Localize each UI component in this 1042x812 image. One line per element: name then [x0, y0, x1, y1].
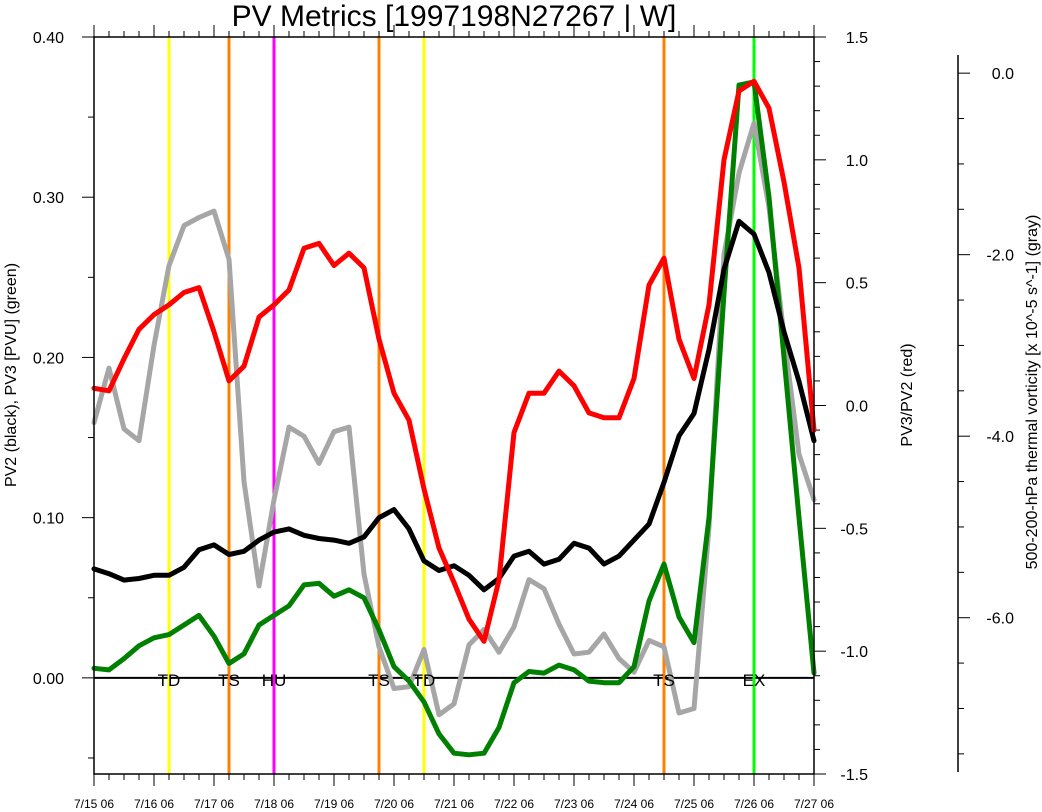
x-tick-label: 7/27 06: [794, 797, 834, 811]
right-tick-label: 0.0: [846, 399, 868, 416]
x-tick-label: 7/17 06: [194, 797, 234, 811]
left-axis-label: PV2 (black), PV3 [PVU] (green): [3, 263, 20, 487]
right-tick-label: 1.5: [846, 30, 868, 47]
x-tick-label: 7/15 06: [74, 797, 114, 811]
x-tick-label: 7/23 06: [554, 797, 594, 811]
far-right-y-axis: 0.0 -2.0 -4.0 -6.0: [957, 55, 1014, 772]
series-line-pv3-pv2: [91, 78, 817, 644]
far-right-tick-label: -6.0: [986, 611, 1014, 628]
right-tick-label: -1.5: [840, 767, 868, 784]
far-right-tick-label: 0.0: [992, 66, 1014, 83]
x-tick-label: 7/18 06: [254, 797, 294, 811]
event-label-td: TD: [413, 671, 436, 690]
x-tick-label: 7/26 06: [734, 797, 774, 811]
x-tick-label: 7/21 06: [434, 797, 474, 811]
x-tick-label: 7/20 06: [374, 797, 414, 811]
left-tick-label: 0.40: [33, 30, 64, 47]
series-line-thermal-vorticity: [91, 120, 817, 718]
left-tick-label: 0.00: [33, 671, 64, 688]
event-label-ex: EX: [743, 671, 766, 690]
far-right-tick-label: -4.0: [986, 429, 1014, 446]
x-tick-label: 7/19 06: [314, 797, 354, 811]
x-tick-label: 7/25 06: [674, 797, 714, 811]
left-tick-label: 0.30: [33, 190, 64, 207]
far-right-tick-label: -2.0: [986, 248, 1014, 265]
right-tick-label: -0.5: [840, 521, 868, 538]
event-label-td: TD: [158, 671, 181, 690]
x-axis: 7/15 06 7/16 06 7/17 06 7/18 06 7/19 06 7/20 …: [74, 25, 834, 811]
right-axis-label: PV3/PV2 (red): [899, 343, 916, 446]
series-line-pv2: [91, 218, 817, 593]
event-label-ts: TS: [368, 671, 390, 690]
x-tick-label: 7/24 06: [614, 797, 654, 811]
event-label-ts: TS: [218, 671, 240, 690]
left-tick-label: 0.20: [33, 350, 64, 367]
right-tick-label: 0.5: [846, 276, 868, 293]
right-tick-label: 1.0: [846, 153, 868, 170]
event-label-hu: HU: [262, 671, 287, 690]
right-y-axis: -1.5 -1.0 -0.5 0.0 0.5 1.0 1.5: [814, 30, 868, 784]
left-y-axis: 0.00 0.10 0.20 0.30 0.40: [33, 30, 94, 759]
right-tick-label: -1.0: [840, 644, 868, 661]
series-line-pv3: [91, 79, 817, 758]
series-lines: [91, 78, 817, 758]
event-label-ts: TS: [653, 671, 675, 690]
left-tick-label: 0.10: [33, 511, 64, 528]
x-tick-label: 7/22 06: [494, 797, 534, 811]
far-right-axis-label: 500-200-hPa thermal vorticity [x 10^-5 s…: [1024, 215, 1041, 570]
event-labels: TD TS HU TS TD TS EX: [158, 671, 766, 690]
x-tick-label: 7/16 06: [134, 797, 174, 811]
plot-frame: [93, 36, 815, 775]
